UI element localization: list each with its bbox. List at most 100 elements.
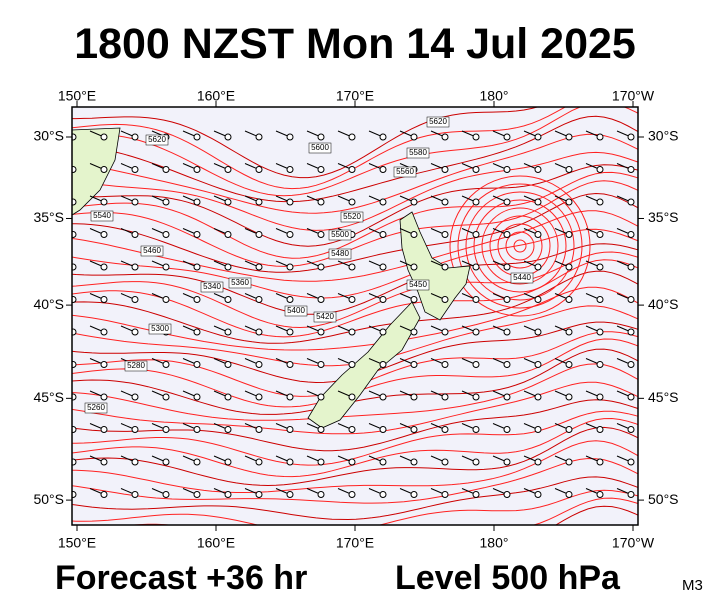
contour-label-box [340, 211, 364, 223]
station [503, 393, 511, 401]
contour-label-box [510, 272, 534, 284]
station [441, 263, 449, 271]
station [100, 393, 108, 401]
contour-label-box [406, 147, 430, 159]
title: 1800 NZST Mon 14 Jul 2025 [74, 20, 636, 68]
station [410, 361, 418, 368]
station [224, 458, 232, 466]
station [255, 296, 263, 303]
contour-label: 5600 [311, 143, 329, 152]
contour-label-box [140, 245, 164, 257]
station [441, 328, 449, 336]
station [224, 361, 232, 368]
station [472, 133, 480, 141]
station [193, 198, 201, 206]
station [255, 198, 263, 206]
station [441, 198, 449, 206]
lat-label-left: 35°S [33, 209, 64, 225]
station [627, 458, 635, 466]
low-contour [473, 199, 567, 293]
station [379, 296, 387, 303]
lat-label-left: 40°S [33, 296, 64, 312]
station [379, 328, 387, 336]
station [379, 426, 387, 433]
lon-label-top: 170°W [612, 88, 655, 104]
station [255, 133, 263, 141]
station [193, 263, 201, 271]
contour-label: 5340 [203, 282, 221, 291]
station [410, 296, 418, 303]
contour-label: 5300 [151, 324, 169, 333]
station [193, 361, 201, 368]
station [72, 231, 77, 238]
station [286, 426, 294, 433]
station [72, 491, 77, 498]
station [503, 166, 511, 173]
station [503, 296, 511, 303]
station [131, 393, 139, 401]
station [441, 133, 449, 141]
station [72, 426, 77, 433]
station [317, 393, 325, 401]
lon-label-bottom: 180° [480, 535, 509, 551]
station [162, 231, 170, 238]
station [503, 491, 511, 498]
contour [72, 363, 638, 421]
station [534, 328, 542, 336]
station [379, 361, 387, 368]
station [100, 296, 108, 303]
station [286, 491, 294, 498]
station [193, 393, 201, 401]
contour [72, 228, 638, 299]
station [348, 393, 356, 401]
station [348, 328, 356, 336]
station [534, 426, 542, 433]
contour-label: 5460 [143, 246, 161, 255]
station [193, 231, 201, 238]
station [100, 263, 108, 271]
land [72, 127, 471, 429]
station [131, 426, 139, 433]
station [441, 491, 449, 498]
station [131, 491, 139, 498]
station [534, 393, 542, 401]
station [348, 296, 356, 303]
contour [72, 107, 638, 197]
station [596, 296, 604, 303]
station [317, 166, 325, 173]
lat-label-left: 30°S [33, 128, 64, 144]
station [72, 198, 77, 206]
contour-labels: 5620 5620 5600 5580 5560 5540 5520 5500 5480 5460… [84, 116, 534, 414]
station [72, 328, 77, 336]
station [627, 393, 635, 401]
station [162, 458, 170, 466]
station [348, 166, 356, 173]
station [317, 231, 325, 238]
station [72, 296, 77, 303]
station [100, 491, 108, 498]
contour [72, 476, 638, 521]
station [286, 328, 294, 336]
station [224, 328, 232, 336]
low-contour [465, 191, 575, 301]
station [224, 296, 232, 303]
station [410, 491, 418, 498]
station [193, 328, 201, 336]
station [441, 361, 449, 368]
contour [72, 151, 638, 231]
station [503, 426, 511, 433]
station [503, 328, 511, 336]
station [472, 263, 480, 271]
station [565, 328, 573, 336]
contour-label: 5500 [331, 230, 349, 239]
contour [72, 426, 638, 487]
contour-label: 5580 [409, 148, 427, 157]
station [72, 361, 77, 368]
station [379, 393, 387, 401]
station [534, 361, 542, 368]
station [317, 458, 325, 466]
station [410, 393, 418, 401]
station [596, 361, 604, 368]
station [472, 491, 480, 498]
